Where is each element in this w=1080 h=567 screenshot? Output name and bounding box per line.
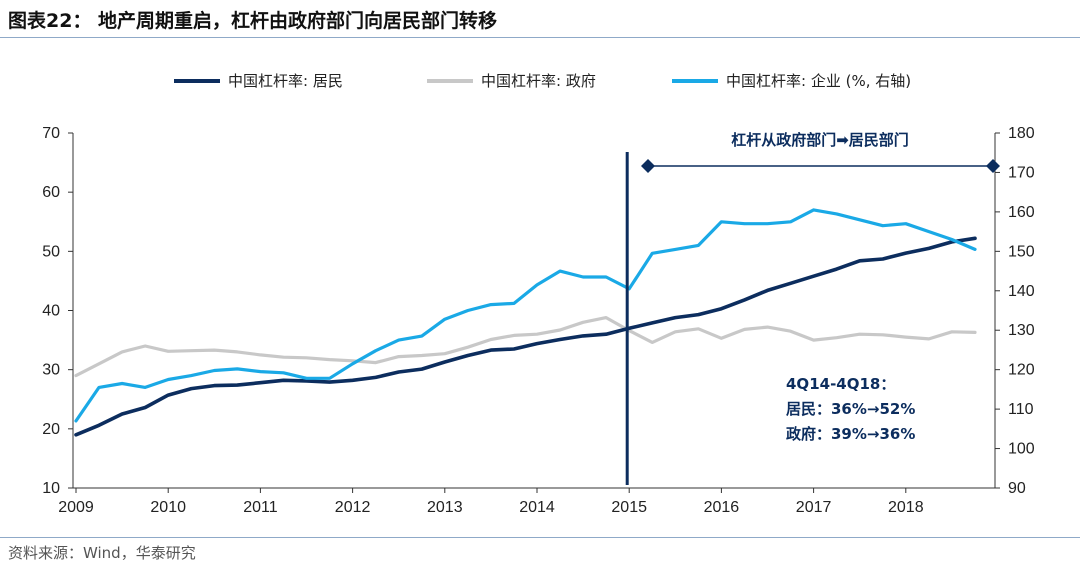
y-left-tick-label: 40 <box>42 303 60 320</box>
y-left-tick-label: 30 <box>42 362 60 379</box>
legend-label: 中国杠杆率: 政府 <box>481 72 596 90</box>
x-tick-label: 2016 <box>704 499 740 516</box>
y-left-tick-label: 20 <box>42 421 60 438</box>
y-right-tick-label: 120 <box>1008 362 1035 379</box>
figure-title: 图表22： 地产周期重启，杠杆由政府部门向居民部门转移 <box>8 10 498 32</box>
y-right-tick-label: 110 <box>1008 401 1034 418</box>
y-left-tick-label: 70 <box>42 125 60 142</box>
title-divider <box>0 37 1080 38</box>
x-tick-label: 2017 <box>796 499 832 516</box>
annotation-transition-label: 杠杆从政府部门➡居民部门 <box>731 131 909 149</box>
span-end-diamond <box>986 159 1000 173</box>
y-right-tick-label: 170 <box>1008 164 1035 181</box>
y-right-tick-label: 140 <box>1008 283 1035 300</box>
y-left-tick-label: 10 <box>42 480 60 497</box>
y-right-tick-label: 90 <box>1008 480 1026 497</box>
x-tick-label: 2015 <box>611 499 647 516</box>
series-line-household <box>74 236 977 437</box>
legend-label: 中国杠杆率: 居民 <box>228 72 343 90</box>
y-left-tick-label: 60 <box>42 184 60 201</box>
y-right-tick-label: 180 <box>1008 125 1035 142</box>
y-right-tick-label: 160 <box>1008 204 1035 221</box>
chart-axes: 10 20 30 40 50 60 70 90 100 110 120 130 140 150 160 170… <box>42 125 1035 516</box>
x-tick-label: 2013 <box>427 499 463 516</box>
annotation-box-line: 政府：39%→36% <box>786 425 915 443</box>
y-right-tick-label: 130 <box>1008 322 1035 339</box>
legend-label: 中国杠杆率: 企业 (%, 右轴) <box>726 72 911 90</box>
y-right-tick-label: 100 <box>1008 441 1035 458</box>
x-tick-label: 2011 <box>243 499 278 516</box>
annotation-box-line: 居民：36%→52% <box>786 400 915 418</box>
x-tick-label: 2018 <box>888 499 924 516</box>
y-right-tick-label: 150 <box>1008 243 1035 260</box>
y-left-tick-label: 50 <box>42 243 60 260</box>
source-divider <box>0 537 1080 538</box>
chart-annotations: 杠杆从政府部门➡居民部门 4Q14-4Q18： 居民：36%→52% 政府：39%→3… <box>625 131 1000 485</box>
x-tick-label: 2014 <box>519 499 555 516</box>
chart-legend: 中国杠杆率: 居民 中国杠杆率: 政府 中国杠杆率: 企业 (%, 右轴) <box>174 72 911 90</box>
x-tick-label: 2012 <box>335 499 371 516</box>
x-tick-label: 2010 <box>150 499 186 516</box>
chart-series <box>74 208 977 437</box>
span-start-diamond <box>641 159 655 173</box>
series-line-corporate <box>74 208 977 423</box>
annotation-box-line: 4Q14-4Q18： <box>786 375 895 393</box>
x-tick-label: 2009 <box>58 499 94 516</box>
series-line-government <box>74 316 977 378</box>
source-note: 资料来源：Wind，华泰研究 <box>8 544 196 562</box>
